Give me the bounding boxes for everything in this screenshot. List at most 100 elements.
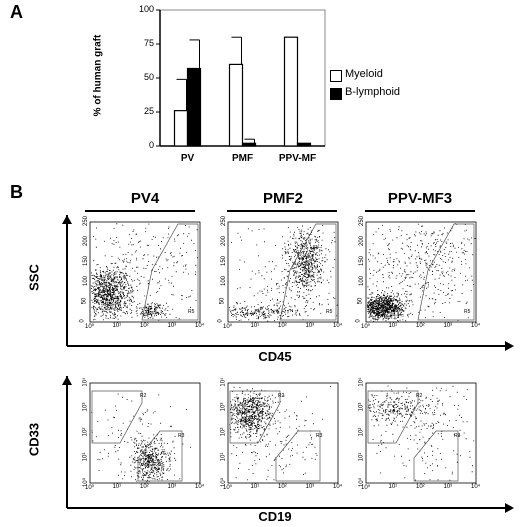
flow-y-tick-label: 250 bbox=[221, 215, 228, 227]
column-title-ppv-mf3: PPV-MF3 bbox=[387, 190, 453, 207]
flow-x-tick-label: 10³ bbox=[167, 323, 177, 329]
flow-x-tick-label: 10² bbox=[278, 484, 287, 490]
bar-chart bbox=[156, 9, 326, 147]
gate-r5 bbox=[417, 223, 475, 321]
flow-y-tick-label: 10³ bbox=[220, 402, 227, 412]
flow-x-tick-label: 10⁰ bbox=[361, 485, 371, 491]
flow-x-tick-label: 10² bbox=[140, 484, 149, 490]
flow-y-tick-label: 10² bbox=[358, 427, 365, 437]
flow-x-tick-label: 10⁰ bbox=[85, 324, 95, 330]
gate-label-r2: R2 bbox=[416, 393, 423, 399]
flow-x-tick-label: 10³ bbox=[167, 484, 177, 490]
flow-x-tick-label: 10² bbox=[416, 484, 425, 490]
flow-y-tick-label: 10³ bbox=[82, 402, 89, 412]
flow-x-tick-label: 10³ bbox=[305, 484, 315, 490]
flow-plot-r2-c3 bbox=[365, 382, 477, 484]
legend-swatch-myeloid bbox=[330, 70, 342, 82]
flow-y-tick-label: 10⁰ bbox=[221, 477, 228, 488]
bar-y-tick-label: 50 bbox=[143, 72, 154, 82]
row1-x-axis-label: CD45 bbox=[258, 349, 292, 364]
row2-x-axis-label: CD19 bbox=[258, 509, 292, 524]
bar-y-tick-label: 100 bbox=[138, 4, 154, 14]
gate-label-r5: R5 bbox=[188, 309, 195, 315]
column-title-pmf2: PMF2 bbox=[262, 190, 303, 207]
flow-y-tick-label: 100 bbox=[359, 275, 366, 287]
flow-y-tick-label: 0 bbox=[217, 319, 224, 323]
flow-x-tick-label: 10² bbox=[140, 323, 149, 329]
bar-y-tick-label: 75 bbox=[143, 38, 154, 48]
flow-x-tick-label: 10⁰ bbox=[85, 485, 95, 491]
gate-r2 bbox=[229, 390, 281, 444]
gate-r3 bbox=[275, 430, 321, 482]
y-axis-arrow-head bbox=[62, 215, 72, 224]
flow-events bbox=[367, 291, 414, 322]
flow-y-tick-label: 50 bbox=[81, 297, 88, 305]
flow-y-tick-label: 10¹ bbox=[82, 452, 89, 462]
flow-x-tick-label: 10¹ bbox=[112, 323, 122, 329]
flow-x-tick-label: 10⁴ bbox=[333, 323, 343, 329]
gate-r2 bbox=[367, 390, 419, 444]
legend-label-myeloid: Myeloid bbox=[345, 68, 383, 80]
gate-label-r5: R5 bbox=[464, 309, 471, 315]
gate-label-r3: R3 bbox=[178, 433, 185, 439]
bar-category-label: PV bbox=[180, 153, 195, 164]
bar-category-label: PPV-MF bbox=[278, 153, 317, 164]
flow-y-tick-label: 200 bbox=[221, 235, 228, 247]
flow-x-tick-label: 10¹ bbox=[388, 323, 398, 329]
bar-y-tick-label: 25 bbox=[143, 106, 154, 116]
flow-plot-r1-c3 bbox=[365, 221, 477, 323]
column-title-pv4: PV4 bbox=[130, 190, 160, 207]
gate-r5 bbox=[279, 223, 337, 321]
bar-y-tick-label: 0 bbox=[148, 140, 154, 150]
flow-y-tick-label: 0 bbox=[355, 319, 362, 323]
flow-y-tick-label: 100 bbox=[221, 275, 228, 287]
flow-x-tick-label: 10⁰ bbox=[361, 324, 371, 330]
gate-label-r3: R3 bbox=[316, 433, 323, 439]
flow-plot-r1-c1 bbox=[89, 221, 201, 323]
flow-plot-r1-c2 bbox=[227, 221, 339, 323]
flow-y-tick-label: 150 bbox=[221, 255, 228, 267]
flow-y-tick-label: 200 bbox=[83, 235, 90, 247]
panel-a-label: A bbox=[10, 2, 23, 22]
flow-events bbox=[367, 223, 474, 322]
flow-x-tick-label: 10¹ bbox=[250, 484, 260, 490]
flow-y-tick-label: 10² bbox=[220, 427, 227, 437]
flow-x-tick-label: 10¹ bbox=[388, 484, 398, 490]
bar-chart-marks bbox=[173, 36, 312, 147]
flow-y-tick-label: 10³ bbox=[358, 402, 365, 412]
flow-y-tick-label: 10⁰ bbox=[83, 477, 90, 488]
flow-x-tick-label: 10⁰ bbox=[223, 324, 233, 330]
bar-myeloid-ppv-mf bbox=[283, 36, 299, 147]
gate-label-r3: R3 bbox=[454, 433, 461, 439]
flow-y-tick-label: 50 bbox=[357, 297, 364, 305]
flow-y-tick-label: 10¹ bbox=[358, 452, 365, 462]
flow-x-tick-label: 10³ bbox=[305, 323, 315, 329]
flow-y-tick-label: 10⁰ bbox=[359, 477, 366, 488]
flow-x-tick-label: 10⁴ bbox=[195, 484, 205, 490]
gate-label-r5: R5 bbox=[326, 309, 333, 315]
flow-x-tick-label: 10¹ bbox=[112, 484, 122, 490]
flow-y-tick-label: 150 bbox=[83, 255, 90, 267]
flow-events bbox=[129, 302, 174, 321]
flow-x-tick-label: 10² bbox=[278, 323, 287, 329]
bar-b-lymphoid-pv bbox=[186, 67, 202, 147]
flow-y-tick-label: 100 bbox=[83, 275, 90, 287]
flow-y-tick-label: 200 bbox=[359, 235, 366, 247]
flow-events bbox=[367, 391, 450, 428]
flow-x-tick-label: 10⁴ bbox=[195, 323, 205, 329]
flow-x-tick-label: 10⁴ bbox=[471, 484, 481, 490]
gate-r3 bbox=[413, 430, 459, 482]
gate-r3 bbox=[137, 430, 183, 482]
flow-x-tick-label: 10¹ bbox=[250, 323, 260, 329]
flow-plot-r2-c1 bbox=[89, 382, 201, 484]
flow-x-tick-label: 10³ bbox=[443, 323, 453, 329]
gate-r5 bbox=[141, 223, 199, 321]
flow-events bbox=[229, 301, 315, 322]
flow-y-tick-label: 150 bbox=[359, 255, 366, 267]
row2-y-axis-label: CD33 bbox=[26, 422, 42, 457]
flow-y-tick-label: 10¹ bbox=[220, 452, 227, 462]
flow-x-tick-label: 10⁰ bbox=[223, 485, 233, 491]
x-axis-arrow-head bbox=[505, 341, 514, 351]
